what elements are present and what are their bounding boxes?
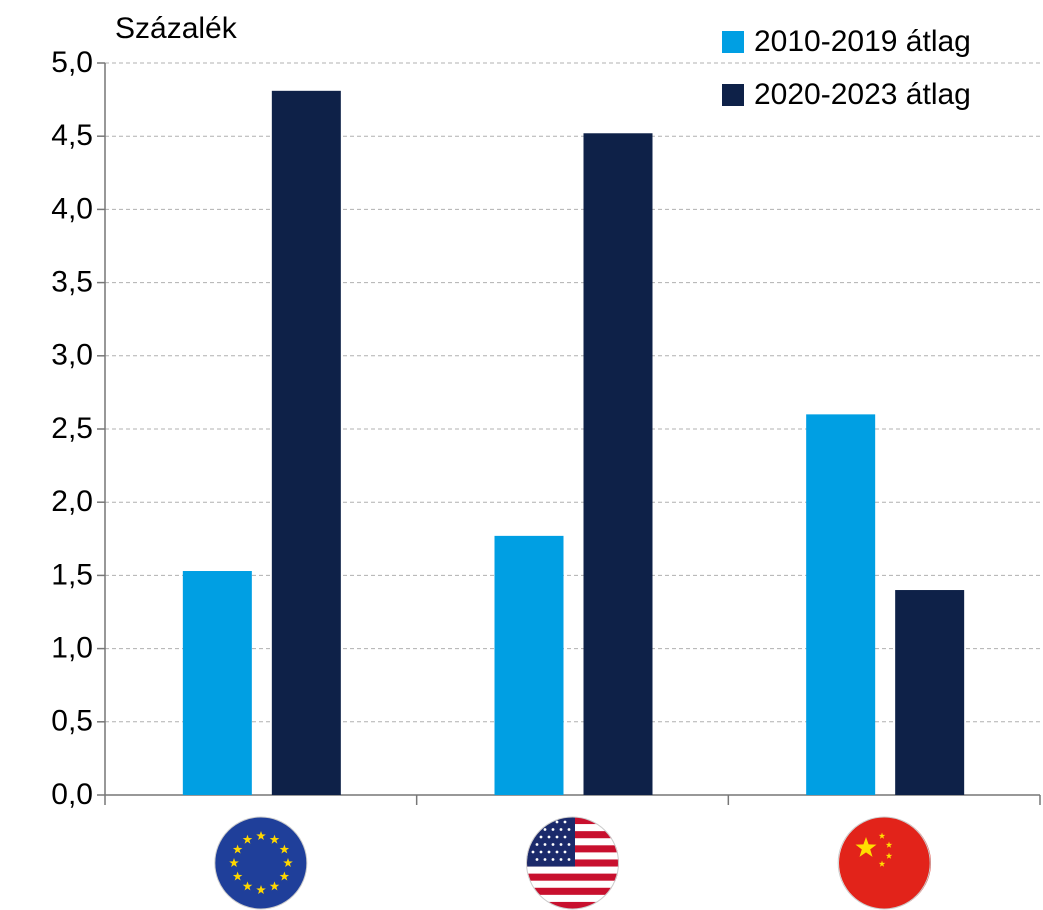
flag-star (279, 844, 290, 854)
flag-stripe (527, 901, 619, 909)
flag-us (527, 817, 619, 909)
y-tick-label: 1,5 (51, 558, 93, 591)
y-tick-label: 3,5 (51, 266, 93, 299)
flag-dot (563, 820, 567, 824)
flag-dot (555, 820, 559, 824)
flag-star (878, 832, 886, 839)
flag-dot (559, 828, 563, 831)
bar (895, 590, 965, 795)
flag-dot (539, 850, 543, 854)
flag-star (855, 837, 877, 857)
y-tick-label: 1,0 (51, 632, 93, 665)
y-tick-label: 3,0 (51, 339, 93, 372)
flag-dot (551, 843, 555, 846)
flag-dot (543, 858, 547, 861)
flag-shadow (214, 816, 308, 910)
flag-dot (563, 850, 567, 854)
flag-dot (555, 850, 559, 854)
flag-star (269, 834, 280, 844)
bar (182, 571, 252, 795)
flag-star (232, 871, 243, 881)
flag-dot (531, 820, 535, 824)
flag-star (279, 871, 290, 881)
flag-star (885, 841, 893, 848)
flag-star (256, 885, 266, 894)
y-tick-label: 0,5 (51, 705, 93, 738)
flag-star (242, 834, 253, 844)
flag-cn (839, 817, 931, 909)
flag-stripe (527, 873, 619, 882)
flag-star (256, 831, 266, 840)
flag-dot (551, 858, 555, 861)
flag-dot (539, 820, 543, 824)
flag-dot (535, 843, 539, 846)
flag-dot (559, 858, 563, 861)
y-tick-label: 2,0 (51, 485, 93, 518)
flag-dot (543, 843, 547, 846)
y-tick-label: 4,5 (51, 119, 93, 152)
legend-swatch (722, 31, 744, 53)
flag-star (242, 881, 253, 891)
flag-dot (531, 850, 535, 854)
flag-star (283, 858, 293, 867)
flag-dot (543, 828, 547, 831)
flag-dot (567, 828, 571, 831)
flag-star (269, 881, 280, 891)
flag-dot (567, 858, 571, 861)
legend-swatch (722, 84, 744, 106)
flag-shadow (837, 816, 931, 910)
flag-shadow (526, 816, 619, 910)
flag-star (878, 860, 886, 867)
flag-stripe (527, 866, 619, 875)
y-tick-label: 4,0 (51, 192, 93, 225)
flag-dot (547, 835, 551, 839)
flag-stripe (527, 887, 619, 896)
flag-stripe (527, 894, 619, 903)
legend-label: 2010-2019 átlag (754, 25, 971, 58)
flag-dot (551, 828, 555, 831)
bar (583, 133, 653, 796)
flag-star (229, 858, 239, 867)
flags (215, 817, 931, 909)
bar (806, 414, 876, 795)
y-axis-label: Százalék (115, 12, 238, 45)
flag-stripe (527, 880, 619, 889)
flag-star (232, 844, 243, 854)
flag-dot (547, 850, 551, 854)
flag-dot (563, 835, 567, 839)
flag-star (885, 852, 893, 859)
y-tick-label: 5,0 (51, 46, 93, 79)
legend-label: 2020-2023 átlag (754, 78, 971, 111)
flag-dot (559, 843, 563, 846)
bar (494, 535, 564, 795)
flag-dot (535, 858, 539, 861)
flag-dot (567, 843, 571, 846)
flag-eu (215, 817, 307, 909)
flag-dot (555, 835, 559, 839)
flag-dot (539, 835, 543, 839)
flag-dot (535, 828, 539, 831)
y-tick-label: 0,0 (51, 778, 93, 811)
y-tick-label: 2,5 (51, 412, 93, 445)
bar (271, 90, 341, 796)
